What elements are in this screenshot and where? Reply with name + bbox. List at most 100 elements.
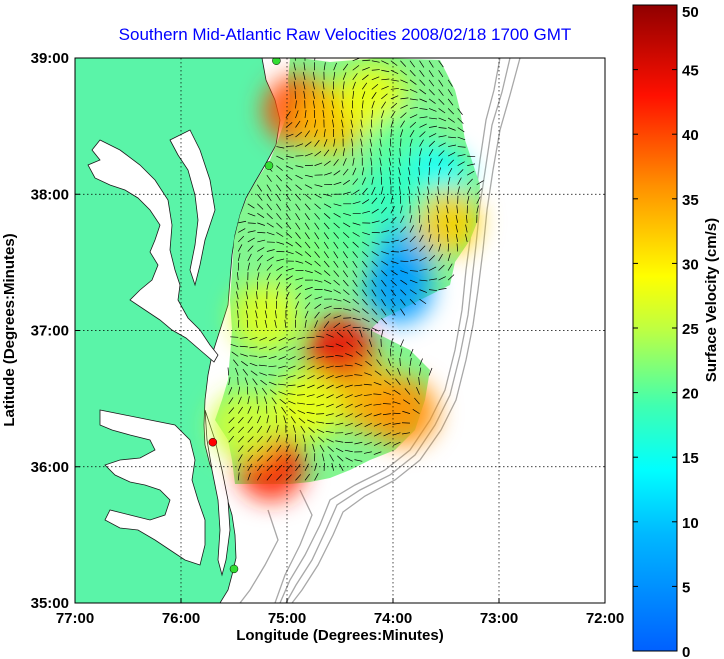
velocity-vector (259, 372, 267, 376)
velocity-vector (409, 259, 418, 262)
velocity-vector (381, 69, 390, 73)
velocity-vector (447, 167, 453, 176)
velocity-vector (292, 424, 296, 433)
velocity-vector (304, 174, 313, 178)
velocity-vector (237, 454, 243, 462)
velocity-vector (254, 386, 258, 395)
velocity-vector (362, 67, 370, 71)
velocity-vector (354, 413, 363, 418)
velocity-vector (276, 146, 285, 149)
velocity-vector (266, 425, 271, 433)
velocity-vector (314, 279, 323, 283)
velocity-vector (276, 155, 284, 160)
colorbar-tick-label: 10 (682, 515, 699, 532)
velocity-vector (409, 89, 418, 93)
velocity-vector (352, 270, 358, 278)
velocity-vector (371, 186, 376, 195)
velocity-vector (314, 296, 323, 300)
velocity-vector (409, 298, 416, 306)
velocity-vector (381, 251, 390, 255)
velocity-vector (306, 336, 315, 339)
velocity-vector (255, 291, 258, 300)
velocity-vector (362, 210, 371, 214)
velocity-vector (276, 265, 284, 271)
velocity-vector (337, 455, 344, 462)
velocity-vector (237, 310, 239, 319)
velocity-vector (455, 224, 459, 233)
velocity-vector (438, 253, 443, 262)
velocity-vector (409, 106, 418, 109)
velocity-vector (438, 135, 447, 138)
velocity-vector (266, 213, 273, 220)
velocity-vector (352, 279, 358, 287)
velocity-vector (383, 391, 391, 395)
radar-station-marker (272, 58, 281, 65)
velocity-vector (227, 367, 230, 376)
velocity-vector (390, 69, 399, 74)
velocity-vector (476, 205, 479, 214)
colorbar-tick-label: 50 (682, 4, 699, 21)
velocity-vector (476, 180, 484, 186)
velocity-vector (417, 195, 420, 204)
velocity-vector (295, 301, 300, 309)
velocity-vector (404, 388, 411, 395)
colorbar: 0 5 10 15 20 25 30 35 40 45 50 Surface Velocity (c… (632, 4, 720, 659)
velocity-vector (314, 213, 321, 220)
velocity-vector (322, 81, 325, 90)
velocity-vector (237, 386, 241, 395)
velocity-vector (297, 346, 306, 351)
colorbar-tick-label: 25 (682, 321, 699, 338)
velocity-vector (379, 157, 382, 166)
velocity-vector (285, 444, 290, 452)
velocity-vector (390, 228, 398, 233)
velocity-vector (333, 315, 342, 319)
velocity-vector (361, 187, 368, 195)
velocity-vector (295, 131, 302, 138)
x-tick-label: 75:00 (268, 610, 306, 627)
velocity-vector (295, 284, 303, 290)
velocity-vector (426, 195, 430, 204)
velocity-vector (400, 339, 404, 347)
velocity-vector (447, 176, 451, 185)
velocity-vector (428, 234, 432, 243)
velocity-vector (390, 239, 399, 243)
velocity-vector (276, 241, 285, 245)
velocity-vector (438, 158, 443, 166)
y-axis-ticks: 35:00 36:00 37:00 38:00 39:00 (31, 50, 80, 612)
colorbar-tick-label: 30 (682, 256, 699, 273)
velocity-vector (249, 336, 258, 341)
velocity-vector (417, 186, 420, 195)
velocity-vector (354, 384, 363, 387)
velocity-vector (342, 72, 347, 80)
velocity-vector (326, 333, 334, 338)
velocity-vector (276, 232, 284, 237)
velocity-vector (257, 194, 263, 201)
velocity-vector (322, 90, 325, 99)
velocity-vector (362, 59, 371, 62)
velocity-vector (419, 245, 426, 252)
velocity-vector (323, 222, 330, 230)
velocity-vector (247, 230, 256, 233)
velocity-vector (419, 358, 423, 367)
velocity-vector (362, 308, 369, 314)
velocity-vector (467, 170, 475, 176)
velocity-vector (465, 224, 468, 233)
velocity-vector (230, 344, 239, 348)
velocity-vector (257, 263, 262, 271)
velocity-vector (233, 359, 239, 367)
velocity-vector (381, 60, 389, 65)
velocity-vector (409, 114, 418, 119)
velocity-vector (446, 195, 449, 204)
velocity-vector (438, 117, 447, 122)
velocity-vector (390, 308, 396, 316)
colorbar-tick-label: 40 (682, 127, 699, 144)
velocity-vector (400, 249, 409, 252)
velocity-vector (331, 110, 334, 119)
velocity-vector (304, 260, 313, 266)
velocity-vector (351, 110, 354, 119)
velocity-vector (302, 434, 306, 443)
velocity-vector (371, 220, 380, 224)
velocity-vector (427, 186, 430, 195)
velocity-vector (381, 218, 389, 224)
velocity-vector (457, 127, 465, 133)
